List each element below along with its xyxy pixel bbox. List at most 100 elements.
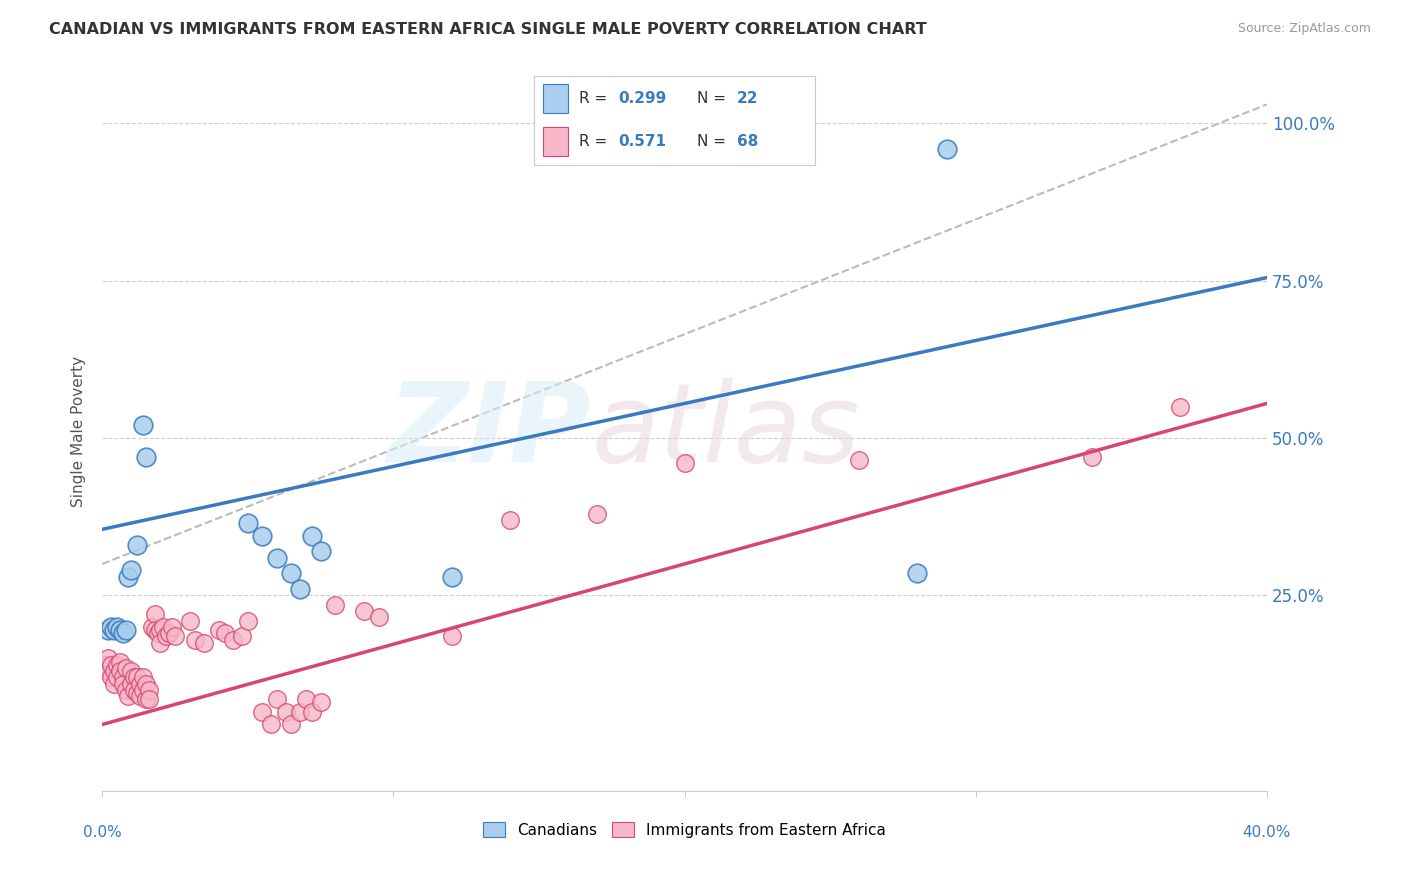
Point — [127, 670, 149, 684]
Point — [157, 626, 180, 640]
Point — [122, 682, 145, 697]
Point — [149, 635, 172, 649]
Point — [367, 610, 389, 624]
Text: ZIP: ZIP — [388, 378, 592, 485]
Text: N =: N = — [697, 134, 731, 149]
Legend: Canadians, Immigrants from Eastern Africa: Canadians, Immigrants from Eastern Afric… — [477, 816, 891, 844]
Point — [111, 676, 134, 690]
Point — [108, 655, 131, 669]
Point — [231, 629, 253, 643]
Point — [280, 717, 302, 731]
Point — [129, 676, 152, 690]
Point — [103, 676, 125, 690]
Point — [108, 623, 131, 637]
Text: 0.299: 0.299 — [619, 91, 666, 106]
Point — [208, 623, 231, 637]
Point — [132, 670, 155, 684]
Point — [138, 682, 160, 697]
Point — [117, 569, 139, 583]
Point — [260, 717, 283, 731]
Point — [111, 670, 134, 684]
Point — [97, 623, 120, 637]
Point — [163, 629, 186, 643]
Point — [499, 513, 522, 527]
Point — [135, 676, 157, 690]
Point — [114, 623, 136, 637]
Point — [274, 705, 297, 719]
Point — [114, 661, 136, 675]
Point — [111, 626, 134, 640]
Text: N =: N = — [697, 91, 731, 106]
Point — [440, 569, 463, 583]
Point — [152, 620, 174, 634]
Point — [323, 598, 346, 612]
Point — [935, 141, 957, 155]
Bar — [543, 84, 568, 113]
Text: 0.0%: 0.0% — [83, 825, 121, 840]
Y-axis label: Single Male Poverty: Single Male Poverty — [72, 356, 86, 508]
Text: atlas: atlas — [592, 378, 860, 485]
Point — [236, 614, 259, 628]
Point — [309, 696, 332, 710]
Point — [120, 563, 142, 577]
Point — [301, 705, 323, 719]
Point — [132, 682, 155, 697]
Point — [290, 582, 312, 596]
Point — [132, 418, 155, 433]
Point — [1168, 400, 1191, 414]
Point — [907, 566, 929, 581]
Point — [105, 657, 128, 672]
Text: 22: 22 — [737, 91, 758, 106]
Point — [117, 689, 139, 703]
Text: 68: 68 — [737, 134, 758, 149]
Point — [184, 632, 207, 647]
Point — [586, 507, 609, 521]
Point — [103, 664, 125, 678]
Point — [135, 450, 157, 464]
Point — [1081, 450, 1104, 464]
Text: CANADIAN VS IMMIGRANTS FROM EASTERN AFRICA SINGLE MALE POVERTY CORRELATION CHART: CANADIAN VS IMMIGRANTS FROM EASTERN AFRI… — [49, 22, 927, 37]
Point — [160, 620, 183, 634]
Point — [179, 614, 201, 628]
Point — [193, 635, 215, 649]
Point — [295, 692, 318, 706]
Point — [266, 550, 288, 565]
Point — [149, 623, 172, 637]
Point — [236, 516, 259, 530]
Text: R =: R = — [579, 134, 613, 149]
Point — [252, 528, 274, 542]
Point — [214, 626, 236, 640]
Point — [94, 657, 117, 672]
Point — [129, 689, 152, 703]
Text: 0.571: 0.571 — [619, 134, 666, 149]
Point — [108, 664, 131, 678]
Point — [290, 705, 312, 719]
Text: Source: ZipAtlas.com: Source: ZipAtlas.com — [1237, 22, 1371, 36]
Point — [155, 629, 177, 643]
Point — [252, 705, 274, 719]
Point — [309, 544, 332, 558]
Point — [120, 676, 142, 690]
Point — [143, 607, 166, 622]
Point — [120, 664, 142, 678]
Point — [127, 538, 149, 552]
Point — [105, 620, 128, 634]
Point — [146, 626, 169, 640]
Point — [100, 657, 122, 672]
Point — [848, 453, 870, 467]
Point — [122, 670, 145, 684]
Point — [103, 623, 125, 637]
Point — [105, 670, 128, 684]
Point — [97, 664, 120, 678]
Point — [114, 682, 136, 697]
Point — [301, 528, 323, 542]
Point — [135, 692, 157, 706]
Point — [138, 692, 160, 706]
Point — [97, 651, 120, 665]
Point — [127, 686, 149, 700]
Point — [143, 623, 166, 637]
Point — [440, 629, 463, 643]
Point — [222, 632, 245, 647]
Point — [673, 456, 696, 470]
Bar — [543, 127, 568, 156]
